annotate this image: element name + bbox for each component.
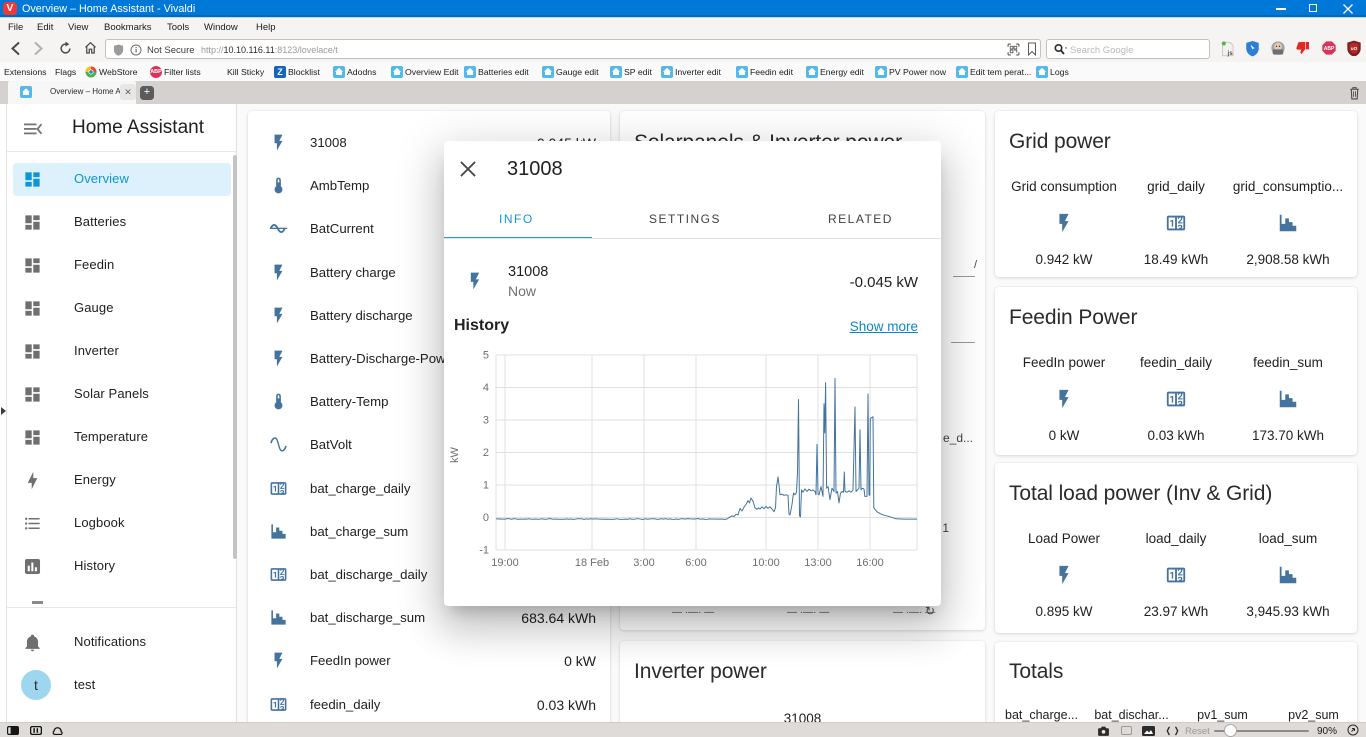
svg-text:16:00: 16:00 <box>856 557 884 569</box>
svg-text:0: 0 <box>483 512 489 524</box>
svg-text:19:00: 19:00 <box>491 557 519 569</box>
svg-text:1: 1 <box>483 480 489 492</box>
svg-text:10:00: 10:00 <box>752 557 780 569</box>
svg-text:18 Feb: 18 Feb <box>575 557 609 569</box>
svg-text:6:00: 6:00 <box>685 557 706 569</box>
svg-text:ABP: ABP <box>1324 46 1335 52</box>
svg-text:5: 5 <box>483 350 489 362</box>
svg-text:3:00: 3:00 <box>633 557 654 569</box>
svg-text:4: 4 <box>483 382 489 394</box>
svg-text:kW: kW <box>449 446 461 463</box>
svg-text:js: js <box>1227 50 1234 57</box>
svg-text:-1: -1 <box>479 545 489 557</box>
svg-text:uO: uO <box>1351 46 1358 51</box>
svg-text:2: 2 <box>483 447 489 459</box>
svg-text:13:00: 13:00 <box>804 557 832 569</box>
svg-text:3: 3 <box>483 415 489 427</box>
